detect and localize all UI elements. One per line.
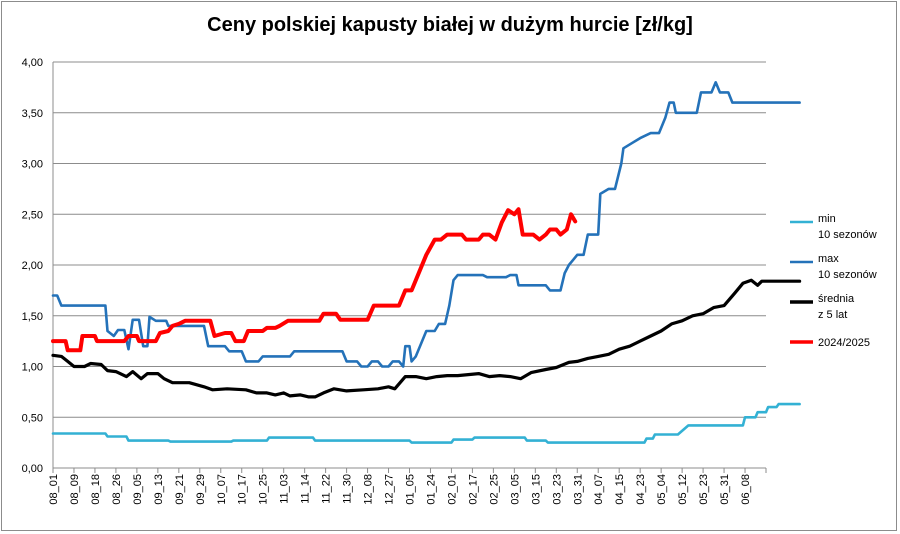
x-tick-label: 05_04 [656, 474, 668, 505]
legend: min 10 sezonów max 10 sezonów średnia z 5 lat… [790, 213, 877, 349]
y-tick-label: 2,50 [22, 209, 43, 221]
y-tick-label: 3,50 [22, 108, 43, 120]
legend-label: 10 sezonów [818, 229, 877, 241]
x-tick-label: 04_07 [593, 474, 605, 505]
x-tick-label: 04_23 [635, 474, 647, 505]
x-tick-label: 12_27 [384, 474, 396, 505]
x-tick-label: 08_01 [48, 474, 60, 505]
y-tick-label: 4,00 [22, 57, 43, 69]
x-tick-label: 10_17 [237, 474, 249, 505]
y-tick-label: 2,00 [22, 260, 43, 272]
x-tick-label: 09_29 [195, 474, 207, 505]
y-tick-label: 1,00 [22, 362, 43, 374]
x-tick-label: 05_31 [719, 474, 731, 505]
series-lines [51, 81, 802, 444]
x-tick-label: 05_12 [677, 474, 689, 505]
gridlines [53, 61, 766, 418]
axes [52, 62, 767, 473]
legend-label: max [818, 253, 839, 265]
x-tick-label: 01_05 [405, 474, 417, 505]
x-tick-label: 01_24 [425, 474, 437, 505]
x-tick-label: 02_01 [446, 474, 458, 505]
y-tick-label: 3,00 [22, 159, 43, 171]
x-tick-label: 10_07 [216, 474, 228, 505]
legend-label: 2024/2025 [818, 337, 870, 349]
x-axis-ticks: 08_01 08_09 08_18 08_26 09_05 09_13 09_21 09_29… [48, 474, 752, 505]
x-tick-label: 08_09 [69, 474, 81, 505]
x-tick-label: 08_26 [111, 474, 123, 505]
x-tick-label: 05_23 [698, 474, 710, 505]
y-axis-ticks: 0,00 0,50 1,00 1,50 2,00 2,50 3,00 3,50 4,00 [22, 57, 43, 475]
x-tick-label: 02_25 [488, 474, 500, 505]
x-tick-label: 09_13 [153, 474, 165, 505]
x-tick-label: 03_05 [509, 474, 521, 505]
chart-title: Ceny polskiej kapusty białej w dużym hur… [207, 14, 693, 36]
x-tick-label: 03_15 [530, 474, 542, 505]
series-line [51, 207, 578, 353]
x-tick-label: 06_08 [740, 474, 752, 505]
y-tick-label: 0,00 [22, 463, 43, 475]
x-tick-label: 02_17 [467, 474, 479, 505]
x-tick-label: 03_23 [551, 474, 563, 505]
x-tick-label: 09_21 [174, 474, 186, 505]
y-tick-label: 1,50 [22, 311, 43, 323]
legend-label: średnia [818, 293, 855, 305]
legend-label: z 5 lat [818, 309, 847, 321]
x-tick-label: 12_08 [363, 474, 375, 505]
legend-label: min [818, 213, 836, 225]
x-tick-label: 08_18 [90, 474, 102, 505]
x-tick-label: 03_31 [572, 474, 584, 505]
x-tick-label: 09_05 [132, 474, 144, 505]
x-tick-label: 10_25 [258, 474, 270, 505]
x-tick-label: 11_22 [321, 474, 333, 504]
x-tick-label: 11_14 [300, 474, 312, 504]
series-line [51, 402, 801, 444]
x-tick-label: 11_30 [342, 474, 354, 504]
x-tick-label: 11_03 [279, 474, 291, 504]
x-tick-label: 04_15 [614, 474, 626, 505]
legend-label: 10 sezonów [818, 269, 877, 281]
y-tick-label: 0,50 [22, 412, 43, 424]
series-line [51, 278, 802, 399]
series-line [51, 81, 801, 368]
